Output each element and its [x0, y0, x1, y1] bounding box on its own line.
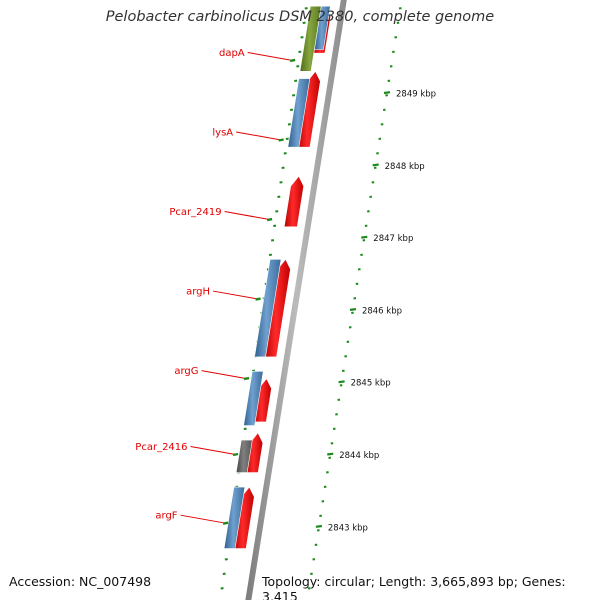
- gene-label-leader-line: [247, 51, 293, 61]
- backbone-layer: [245, 0, 347, 600]
- feature-layer: [223, 5, 332, 549]
- gene-position-tick: [289, 58, 296, 63]
- gene-label-leader-line: [201, 370, 247, 380]
- scale-major-tick: [372, 163, 379, 167]
- accession-text: Accession: NC_007498: [9, 574, 152, 589]
- gene-bar: [243, 371, 264, 426]
- gene-position-tick: [222, 521, 229, 525]
- scale-layer: 2849 kbp 2848 kbp 2847 kbp 2846 kbp 2845 kbp…: [315, 90, 436, 533]
- scale-major-tick: [338, 380, 345, 384]
- gene-label-dapA: dapA: [219, 48, 245, 59]
- scale-major-tick: [361, 235, 368, 239]
- gene-position-tick: [232, 452, 239, 457]
- gene-label-argF: argF: [155, 511, 177, 522]
- scale-major-tick: [383, 91, 391, 95]
- scale-major-tick: [349, 308, 357, 311]
- scale-label: 2843 kbp: [328, 523, 368, 533]
- gene-label-pcar_2416: Pcar_2416: [135, 442, 187, 453]
- gene-label-pcar_2419: Pcar_2419: [169, 207, 221, 218]
- scale-label: 2845 kbp: [351, 379, 391, 389]
- scale-major-tick: [327, 452, 334, 456]
- gene-label-leader-line: [236, 131, 282, 141]
- gene-label-leader-line: [224, 211, 270, 221]
- gene-position-tick: [278, 138, 284, 142]
- scale-label: 2844 kbp: [339, 451, 379, 461]
- gene-label-leader-line: [190, 446, 236, 455]
- gene-label-lysA: lysA: [212, 127, 233, 138]
- gene-label-argH: argH: [186, 287, 210, 298]
- gene-position-tick: [243, 376, 250, 381]
- gene-label-argG: argG: [174, 366, 198, 377]
- gene-label-layer: dapA lysA Pcar_2419 argH argG Pcar_2416 argF: [135, 48, 296, 525]
- scale-label: 2849 kbp: [396, 90, 436, 100]
- gene-label-leader-line: [212, 290, 259, 300]
- map-title: Pelobacter carbinolicus DSM 2380, comple…: [105, 9, 495, 25]
- gene-bar-overlap: [314, 5, 331, 50]
- gene-bar: [254, 258, 282, 358]
- scale-label: 2848 kbp: [385, 162, 425, 172]
- scale-label: 2846 kbp: [362, 306, 402, 316]
- gene-bar: [223, 486, 246, 549]
- scale-label: 2847 kbp: [373, 234, 413, 244]
- gene-position-tick: [255, 297, 261, 301]
- topology-text: Topology: circular; Length: 3,665,893 bp…: [262, 574, 566, 600]
- gene-label-leader-line: [180, 514, 226, 524]
- forward-cds: [283, 175, 305, 228]
- scale-major-tick: [315, 524, 323, 528]
- gene-bar: [235, 439, 253, 473]
- genome-backbone: [245, 0, 347, 600]
- gene-bar: [287, 78, 311, 148]
- gene-position-tick: [266, 217, 273, 222]
